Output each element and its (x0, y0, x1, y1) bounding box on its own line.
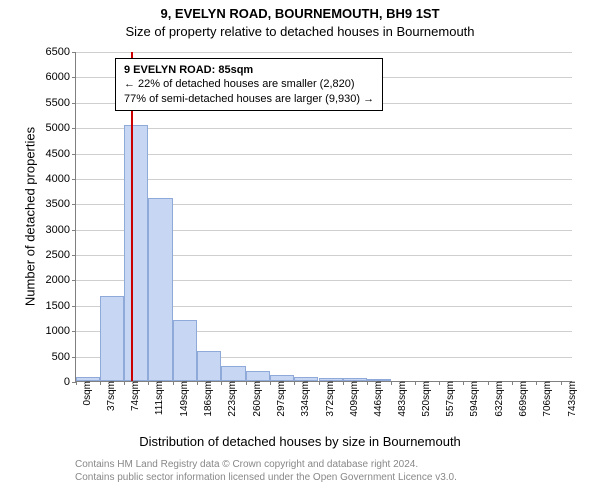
histogram-bar (343, 378, 367, 381)
histogram-bar (367, 379, 391, 381)
x-tick-label: 186sqm (197, 381, 214, 417)
histogram-bar (221, 366, 245, 381)
x-tick-label: 706sqm (536, 381, 553, 417)
histogram-bar (76, 377, 100, 381)
x-tick-label: 483sqm (391, 381, 408, 417)
histogram-bar (100, 296, 124, 381)
histogram-bar (294, 377, 318, 381)
legend-line-2: ← 22% of detached houses are smaller (2,… (124, 77, 374, 91)
footer-line-2: Contains public sector information licen… (75, 471, 457, 484)
x-tick-label: 743sqm (561, 381, 578, 417)
footer-line-1: Contains HM Land Registry data © Crown c… (75, 458, 457, 471)
x-tick-label: 372sqm (319, 381, 336, 417)
gridline-h (76, 128, 572, 129)
y-tick-label: 3000 (46, 224, 76, 236)
y-tick-label: 2500 (46, 249, 76, 261)
x-tick-label: 594sqm (463, 381, 480, 417)
y-tick-label: 5500 (46, 97, 76, 109)
x-tick-label: 446sqm (367, 381, 384, 417)
histogram-bar (270, 375, 294, 381)
footer-attribution: Contains HM Land Registry data © Crown c… (75, 458, 457, 484)
x-tick-label: 260sqm (246, 381, 263, 417)
x-tick-label: 223sqm (221, 381, 238, 417)
y-tick-label: 500 (52, 351, 76, 363)
x-tick-label: 37sqm (100, 381, 117, 411)
y-tick-label: 4000 (46, 173, 76, 185)
x-tick-label: 149sqm (173, 381, 190, 417)
histogram-bar (124, 125, 148, 381)
y-axis-label: Number of detached properties (23, 117, 38, 317)
chart-subtitle: Size of property relative to detached ho… (0, 24, 600, 39)
histogram-bar (148, 198, 172, 381)
y-tick-label: 4500 (46, 148, 76, 160)
chart-title: 9, EVELYN ROAD, BOURNEMOUTH, BH9 1ST (0, 6, 600, 21)
gridline-h (76, 179, 572, 180)
x-tick-label: 557sqm (439, 381, 456, 417)
gridline-h (76, 52, 572, 53)
y-tick-label: 0 (64, 376, 76, 388)
x-tick-label: 632sqm (488, 381, 505, 417)
y-tick-label: 1000 (46, 325, 76, 337)
y-tick-label: 6000 (46, 71, 76, 83)
x-tick-label: 409sqm (343, 381, 360, 417)
histogram-bar (197, 351, 221, 381)
x-tick-label: 334sqm (294, 381, 311, 417)
y-tick-label: 3500 (46, 198, 76, 210)
x-tick-label: 669sqm (512, 381, 529, 417)
histogram-bar (246, 371, 270, 381)
x-axis-label: Distribution of detached houses by size … (0, 434, 600, 449)
x-tick-label: 111sqm (148, 381, 165, 415)
x-tick-label: 520sqm (415, 381, 432, 417)
y-tick-label: 2000 (46, 274, 76, 286)
chart-container: 9, EVELYN ROAD, BOURNEMOUTH, BH9 1ST Siz… (0, 0, 600, 500)
histogram-bar (319, 378, 343, 381)
histogram-bar (173, 320, 197, 381)
y-tick-label: 5000 (46, 122, 76, 134)
legend-line-3: 77% of semi-detached houses are larger (… (124, 92, 374, 106)
y-tick-label: 1500 (46, 300, 76, 312)
gridline-h (76, 154, 572, 155)
x-tick-label: 74sqm (124, 381, 141, 411)
x-tick-label: 297sqm (270, 381, 287, 417)
legend-line-1: 9 EVELYN ROAD: 85sqm (124, 63, 374, 77)
x-tick-label: 0sqm (76, 381, 93, 405)
legend-box: 9 EVELYN ROAD: 85sqm ← 22% of detached h… (115, 58, 383, 111)
y-tick-label: 6500 (46, 46, 76, 58)
